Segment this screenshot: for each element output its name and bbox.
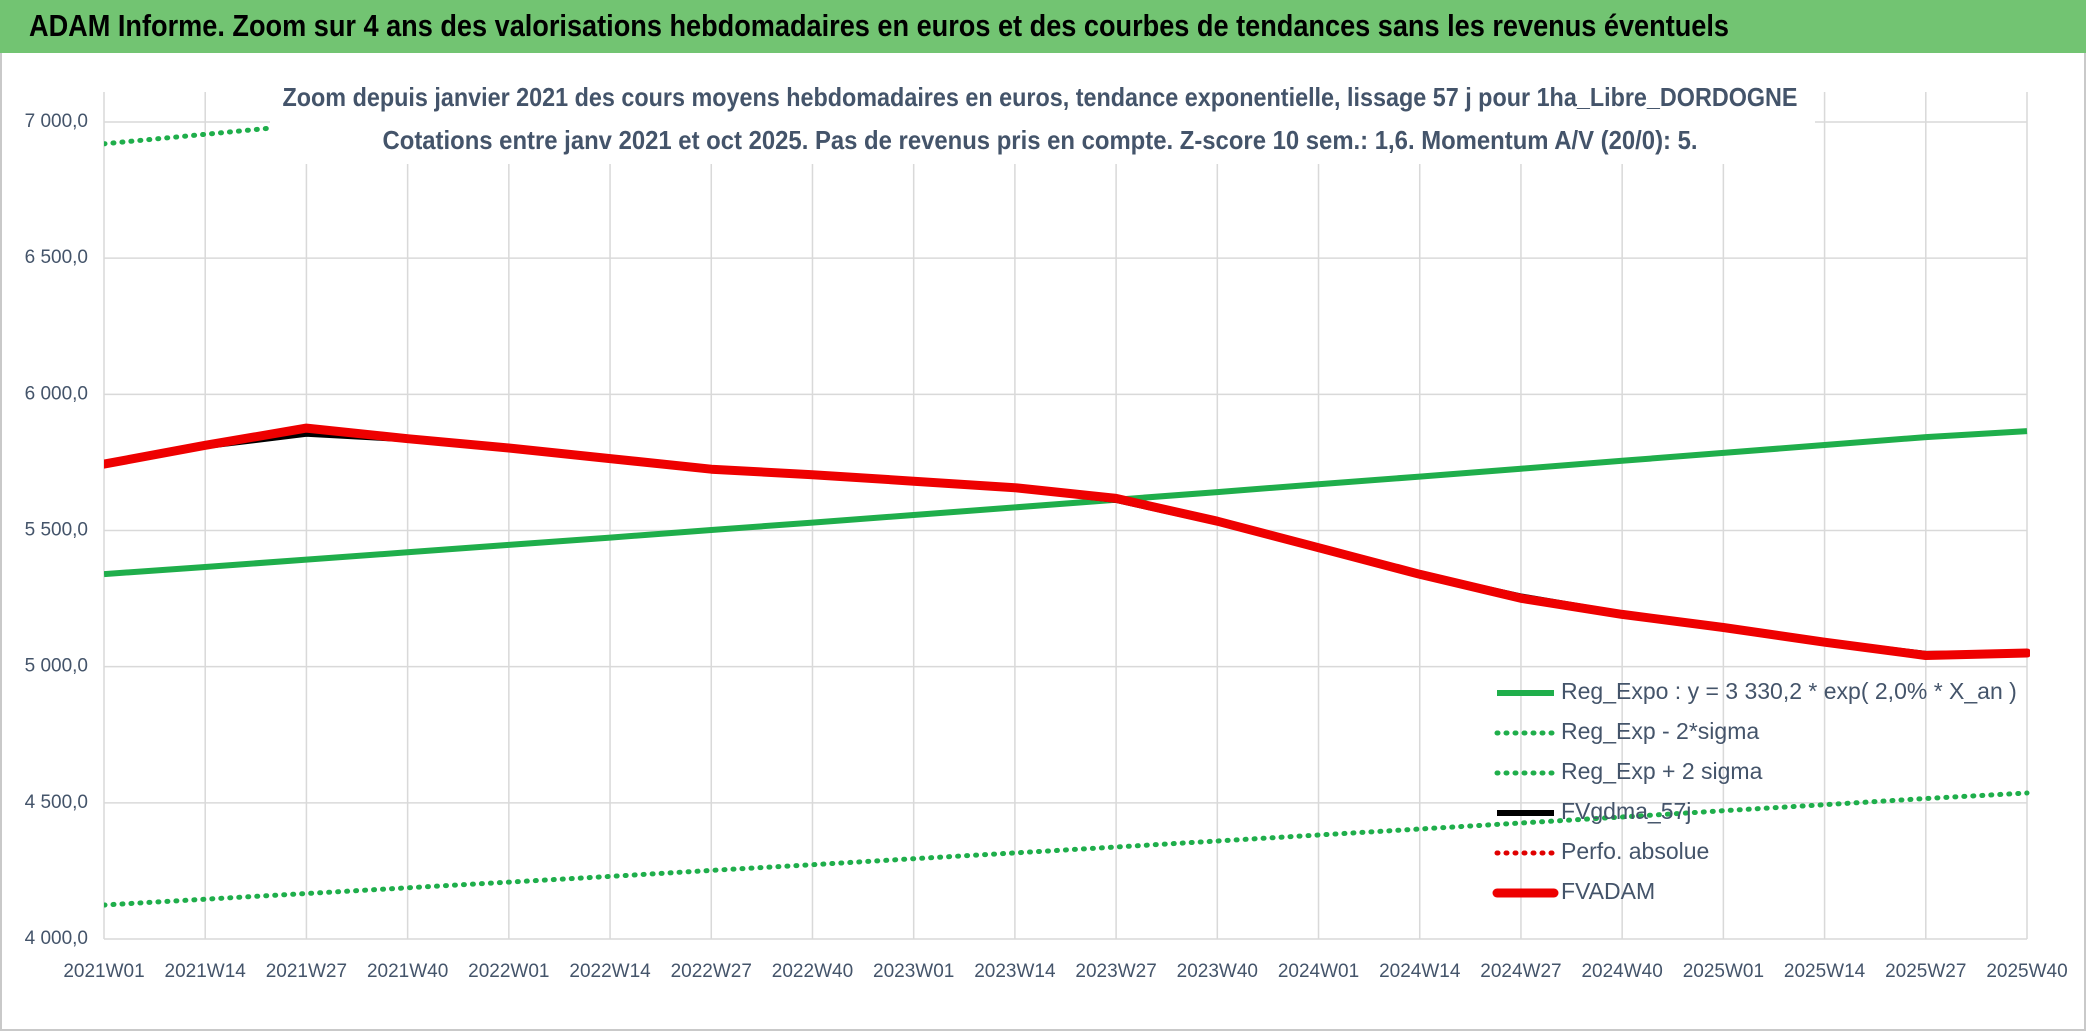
x-tick-label: 2023W14 — [974, 961, 1056, 982]
x-tick-label: 2023W27 — [1075, 961, 1156, 982]
x-tick-label: 2025W40 — [1986, 961, 2067, 982]
x-tick-label: 2021W40 — [367, 961, 448, 982]
series-line — [104, 428, 2028, 578]
legend-label: FVgdma_57j — [1561, 798, 1691, 824]
y-tick-label: 7 000,0 — [25, 111, 88, 132]
legend-label: FVADAM — [1561, 878, 1655, 904]
y-tick-label: 6 500,0 — [25, 247, 88, 268]
x-tick-label: 2025W01 — [1683, 961, 1764, 982]
legend: Reg_Expo : y = 3 330,2 * exp( 2,0% * X_a… — [1492, 678, 2017, 904]
legend-label: Reg_Expo : y = 3 330,2 * exp( 2,0% * X_a… — [1561, 678, 2017, 704]
chart-subtitle: Cotations entre janv 2021 et oct 2025. P… — [383, 125, 1698, 155]
x-tick-label: 2022W14 — [569, 961, 651, 982]
x-tick-label: 2022W40 — [772, 961, 853, 982]
y-tick-label: 6 000,0 — [25, 383, 88, 404]
legend-label: Perfo. absolue — [1561, 838, 1709, 864]
x-tick-label: 2024W40 — [1581, 961, 1662, 982]
x-tick-label: 2024W14 — [1379, 961, 1461, 982]
x-tick-label: 2021W14 — [165, 961, 247, 982]
y-tick-label: 5 000,0 — [25, 656, 88, 677]
y-tick-label: 5 500,0 — [25, 520, 88, 541]
series-line — [104, 790, 2030, 908]
x-tick-label: 2022W01 — [468, 961, 549, 982]
y-tick-label: 4 000,0 — [25, 928, 88, 949]
series-line — [104, 423, 2030, 660]
x-tick-label: 2024W27 — [1480, 961, 1561, 982]
header-title: ADAM Informe. Zoom sur 4 ans des valoris… — [29, 8, 1729, 43]
x-tick-label: 2025W27 — [1885, 961, 1966, 982]
x-tick-label: 2021W01 — [63, 961, 144, 982]
x-tick-label: 2023W01 — [873, 961, 954, 982]
header-bar — [0, 0, 2086, 53]
title-box — [270, 80, 1815, 164]
legend-label: Reg_Exp - 2*sigma — [1561, 718, 1759, 744]
grid: 4 000,0 4 500,0 5 000,0 5 500,0 6 000,0 6 500… — [25, 92, 2068, 982]
legend-label: Reg_Exp + 2 sigma — [1561, 758, 1763, 784]
chart-title: Zoom depuis janvier 2021 des cours moyen… — [283, 82, 1798, 112]
x-tick-label: 2025W14 — [1784, 961, 1866, 982]
x-tick-label: 2021W27 — [266, 961, 347, 982]
x-tick-label: 2024W01 — [1278, 961, 1359, 982]
x-tick-label: 2023W40 — [1177, 961, 1258, 982]
x-tick-label: 2022W27 — [671, 961, 752, 982]
y-tick-label: 4 500,0 — [25, 792, 88, 813]
